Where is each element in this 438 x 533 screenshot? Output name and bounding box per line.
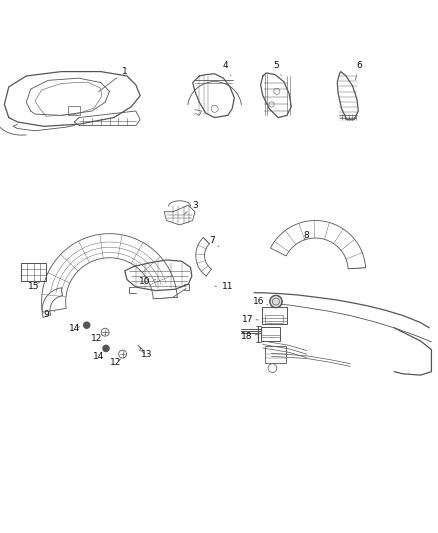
Text: 8: 8 <box>304 231 310 240</box>
Bar <box>265 346 286 363</box>
Text: 5: 5 <box>273 61 281 76</box>
Text: 9: 9 <box>43 310 55 319</box>
Text: 16: 16 <box>253 297 268 306</box>
Text: 7: 7 <box>209 236 219 247</box>
Text: 6: 6 <box>356 61 362 80</box>
Text: 13: 13 <box>141 351 152 359</box>
Text: 12: 12 <box>110 358 122 367</box>
Bar <box>262 307 287 324</box>
Circle shape <box>270 295 282 308</box>
Text: 3: 3 <box>184 201 198 214</box>
Text: 1: 1 <box>99 67 128 92</box>
Bar <box>261 327 280 341</box>
Text: 18: 18 <box>241 332 258 341</box>
Text: 4: 4 <box>223 61 231 76</box>
Text: 11: 11 <box>215 282 233 290</box>
Circle shape <box>103 345 109 351</box>
Circle shape <box>84 322 90 328</box>
Text: 14: 14 <box>93 351 107 361</box>
Text: 17: 17 <box>242 314 258 324</box>
Bar <box>265 314 283 322</box>
Text: 12: 12 <box>91 334 105 343</box>
Text: 10: 10 <box>139 277 155 286</box>
Text: 14: 14 <box>69 324 80 333</box>
Bar <box>21 263 46 280</box>
Text: 15: 15 <box>28 282 40 290</box>
Bar <box>68 106 80 115</box>
